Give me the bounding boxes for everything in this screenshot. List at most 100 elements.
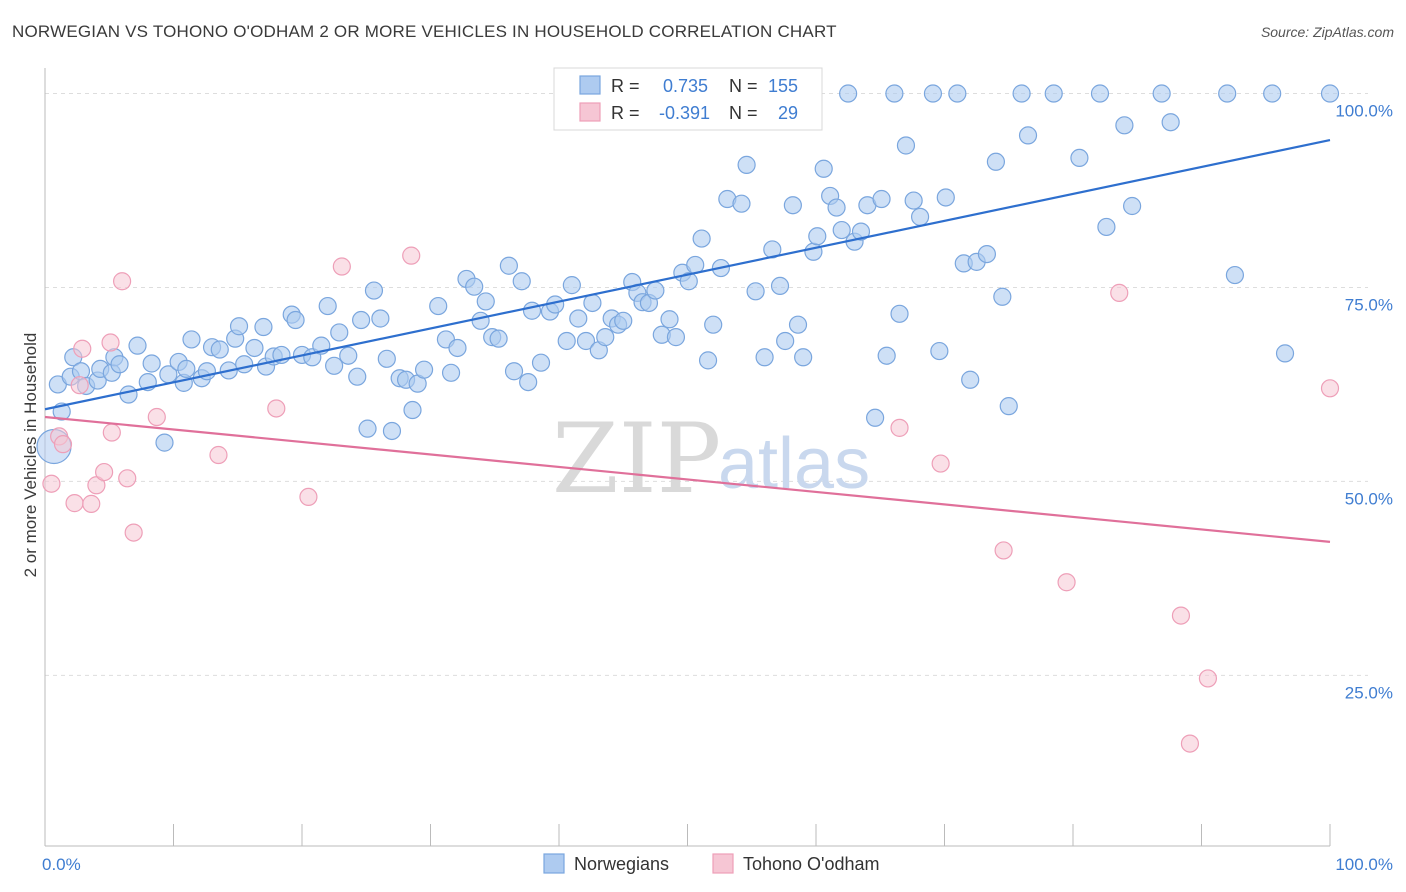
stats-n-label-1: N = <box>729 76 758 96</box>
point-norwegians-145 <box>1123 196 1142 216</box>
point-norwegians-130 <box>948 84 967 103</box>
point-norwegians-111 <box>814 159 833 178</box>
point-tohono-oodham-17 <box>299 487 318 507</box>
tick-labels: 100.0% 75.0% 50.0% 25.0% 0.0% 100.0% <box>42 102 1393 874</box>
legend: Norwegians Tohono O'odham <box>543 853 880 874</box>
y-tick-label-0: 100.0% <box>1335 102 1393 121</box>
point-norwegians-27 <box>229 317 249 336</box>
point-norwegians-14 <box>142 354 161 373</box>
stats-r-label-1: R = <box>611 76 640 96</box>
grid-lines <box>45 93 1368 676</box>
point-norwegians-108 <box>794 348 813 367</box>
point-norwegians-48 <box>377 349 396 368</box>
point-norwegians-146 <box>1152 84 1171 103</box>
trend-line-tohono-oodham <box>44 415 1331 543</box>
point-tohono-oodham-24 <box>1110 283 1129 302</box>
point-norwegians-57 <box>441 363 461 382</box>
series-tohono-oodham <box>42 246 1340 753</box>
point-norwegians-150 <box>1263 84 1282 103</box>
point-tohono-oodham-25 <box>1171 606 1191 625</box>
point-tohono-oodham-23 <box>1057 573 1076 592</box>
point-norwegians-15 <box>155 433 174 452</box>
point-norwegians-127 <box>923 84 943 103</box>
point-norwegians-101 <box>746 282 765 301</box>
watermark-atlas: atlas <box>718 424 870 504</box>
stats-n-value-1: 155 <box>768 76 798 96</box>
point-norwegians-139 <box>1018 126 1038 145</box>
point-norwegians-144 <box>1115 116 1134 135</box>
y-axis-label: 2 or more Vehicles in Household <box>21 333 40 578</box>
point-norwegians-152 <box>1320 84 1340 103</box>
point-norwegians-60 <box>465 277 484 296</box>
point-norwegians-99 <box>732 194 751 213</box>
point-norwegians-61 <box>471 311 490 330</box>
point-norwegians-30 <box>254 317 273 337</box>
point-tohono-oodham-9 <box>101 333 120 352</box>
point-norwegians-45 <box>358 419 377 438</box>
point-norwegians-100 <box>737 155 756 174</box>
y-tick-label-2: 50.0% <box>1345 489 1393 508</box>
point-tohono-oodham-21 <box>931 454 950 473</box>
stats-r-value-1: 0.735 <box>663 76 708 96</box>
point-norwegians-46 <box>364 281 384 300</box>
point-norwegians-87 <box>646 281 665 300</box>
point-norwegians-67 <box>512 272 531 291</box>
point-norwegians-66 <box>504 362 524 381</box>
point-norwegians-148 <box>1218 84 1237 103</box>
x-tick-label-0: 0.0% <box>42 855 81 874</box>
point-tohono-oodham-10 <box>102 423 121 442</box>
chart-title: NORWEGIAN VS TOHONO O'ODHAM 2 OR MORE VE… <box>12 22 837 41</box>
point-norwegians-119 <box>866 408 885 427</box>
point-tohono-oodham-11 <box>112 272 132 291</box>
point-norwegians-92 <box>679 272 698 291</box>
watermark: ZIP atlas <box>552 403 870 515</box>
point-norwegians-107 <box>788 315 808 334</box>
point-tohono-oodham-13 <box>124 523 143 542</box>
point-norwegians-90 <box>666 328 686 347</box>
point-norwegians-110 <box>808 227 827 246</box>
point-tohono-oodham-2 <box>53 435 73 454</box>
point-norwegians-47 <box>371 309 390 328</box>
point-norwegians-24 <box>210 340 229 359</box>
point-norwegians-113 <box>827 198 846 217</box>
stats-r-label-2: R = <box>611 103 640 123</box>
point-norwegians-120 <box>872 189 891 209</box>
point-tohono-oodham-18 <box>332 257 351 276</box>
point-norwegians-82 <box>614 311 633 330</box>
point-norwegians-123 <box>890 304 909 323</box>
point-norwegians-42 <box>339 346 358 365</box>
point-norwegians-44 <box>352 310 371 330</box>
point-norwegians-132 <box>961 370 980 389</box>
point-norwegians-147 <box>1161 113 1180 132</box>
legend-label-norwegians: Norwegians <box>574 854 669 874</box>
point-norwegians-74 <box>562 276 581 295</box>
stats-n-value-2: 29 <box>778 103 798 123</box>
point-tohono-oodham-19 <box>402 246 421 265</box>
point-norwegians-96 <box>704 315 723 334</box>
point-norwegians-105 <box>776 331 795 351</box>
point-norwegians-54 <box>414 360 434 379</box>
point-tohono-oodham-26 <box>1180 734 1200 753</box>
point-tohono-oodham-4 <box>70 376 89 395</box>
point-norwegians-94 <box>692 229 711 248</box>
point-norwegians-142 <box>1090 84 1110 103</box>
point-norwegians-41 <box>330 323 349 342</box>
point-tohono-oodham-6 <box>82 494 101 513</box>
point-tohono-oodham-0 <box>42 474 61 493</box>
point-norwegians-102 <box>755 348 774 367</box>
point-norwegians-64 <box>489 329 508 348</box>
point-norwegians-68 <box>519 372 538 392</box>
point-tohono-oodham-3 <box>65 494 84 513</box>
point-norwegians-49 <box>382 421 402 441</box>
point-norwegians-65 <box>499 256 518 275</box>
point-norwegians-12 <box>128 336 147 355</box>
point-norwegians-141 <box>1070 148 1089 168</box>
point-norwegians-35 <box>286 310 305 330</box>
point-tohono-oodham-12 <box>118 469 137 488</box>
point-norwegians-129 <box>936 188 955 207</box>
point-norwegians-149 <box>1225 265 1245 285</box>
stats-box: R = 0.735 N = 155 R = -0.391 N = 29 <box>553 67 823 131</box>
point-norwegians-143 <box>1097 217 1116 237</box>
point-norwegians-76 <box>576 331 596 351</box>
